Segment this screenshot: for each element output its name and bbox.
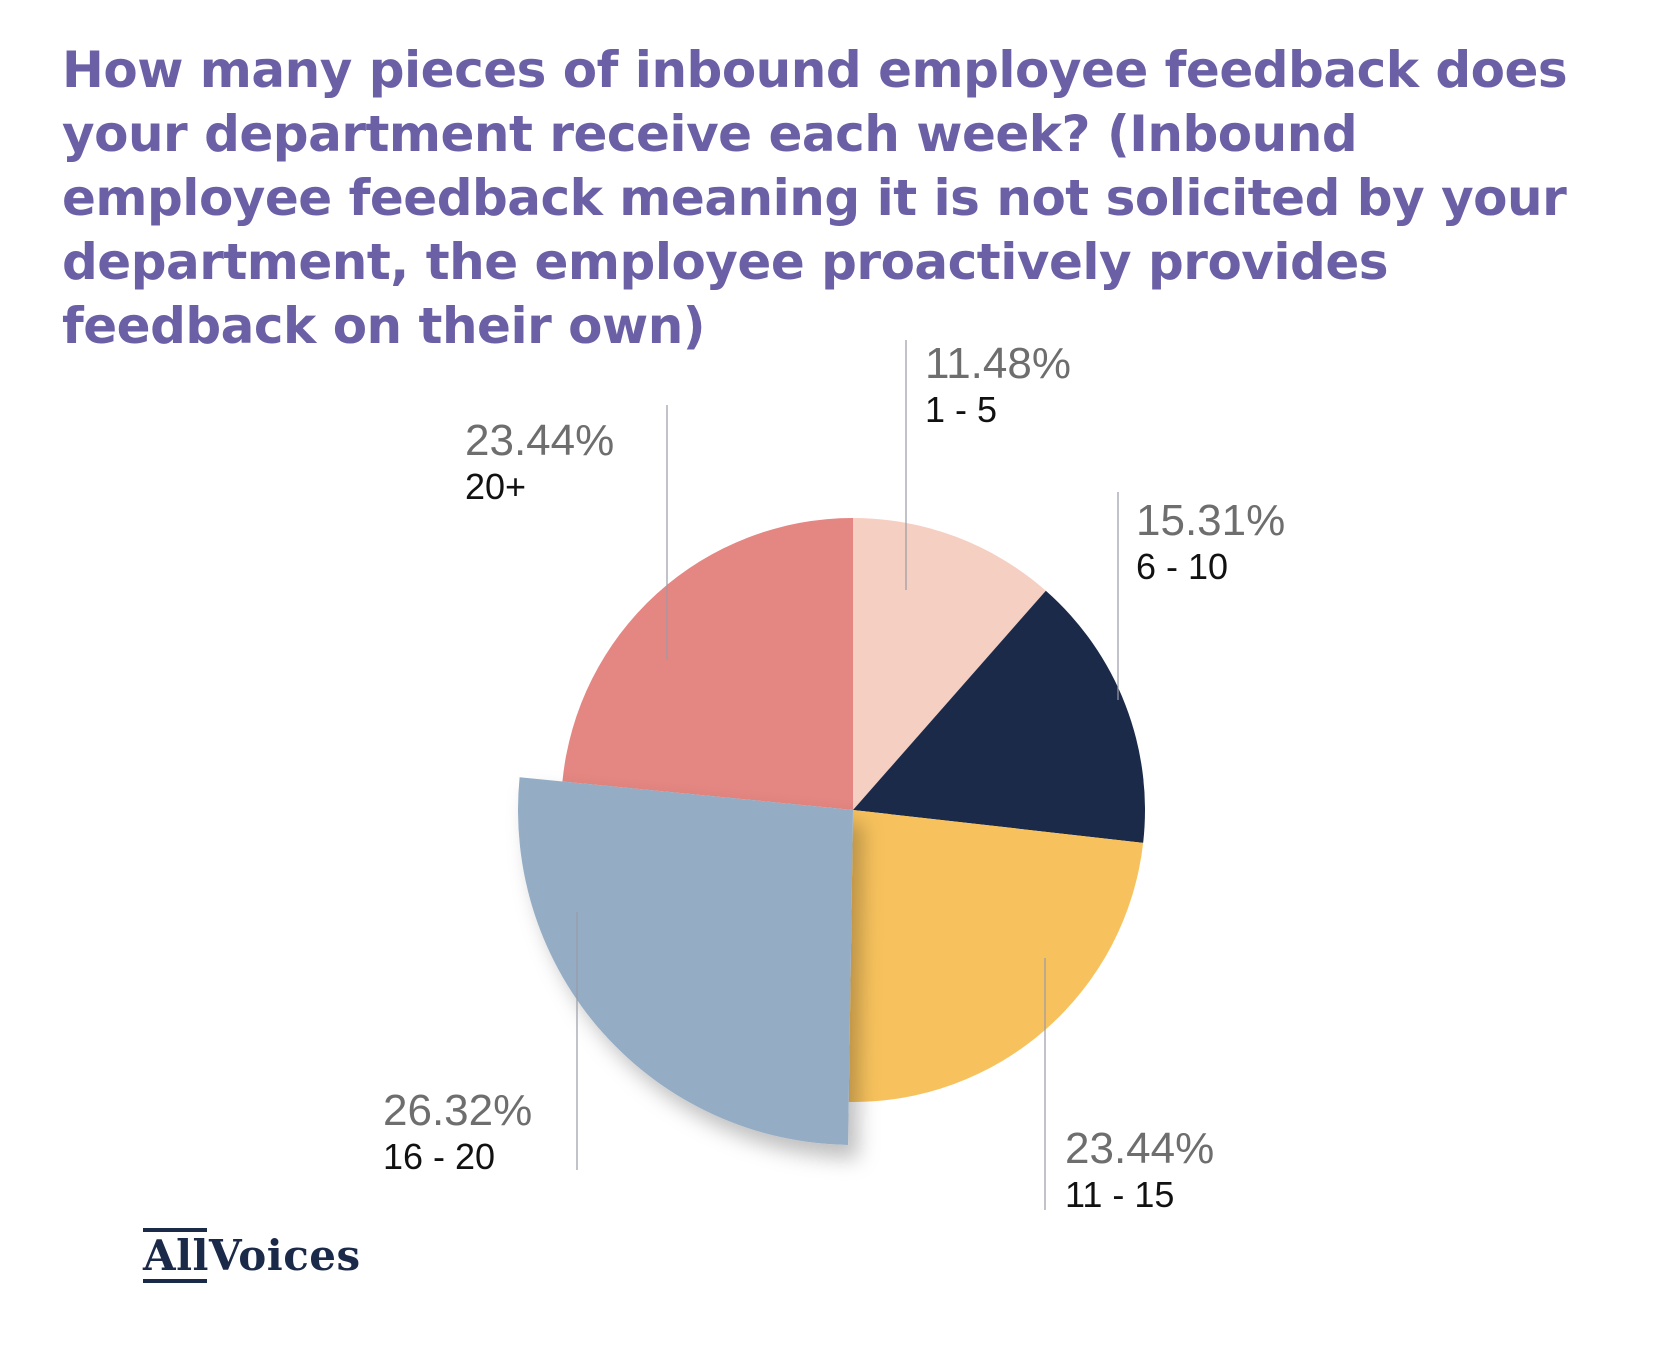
pie-slice-20 (562, 518, 853, 810)
pie-slices (517, 518, 1145, 1145)
slice-category-label: 1 - 5 (925, 389, 997, 430)
pie-slice-16-20 (517, 777, 853, 1145)
logo-rule-top (143, 1228, 207, 1232)
slice-category-label: 16 - 20 (383, 1136, 495, 1177)
logo-text: AllVoices (143, 1231, 361, 1280)
slice-category-label: 11 - 15 (1065, 1174, 1174, 1215)
allvoices-logo: AllVoices (143, 1226, 361, 1286)
pie-slice-6-10 (853, 590, 1145, 843)
chart-title: How many pieces of inbound employee feed… (62, 41, 1568, 355)
slice-category-label: 6 - 10 (1136, 546, 1228, 587)
slice-percent-label: 23.44% (1065, 1124, 1214, 1173)
slice-percent-label: 11.48% (925, 339, 1071, 388)
logo-rule-bottom (143, 1279, 207, 1283)
slice-percent-label: 23.44% (465, 416, 614, 465)
slice-percent-label: 26.32% (383, 1086, 532, 1135)
slice-percent-label: 15.31% (1136, 496, 1285, 545)
pie-slice-11-15 (848, 810, 1144, 1103)
pie-slice-1-5 (853, 518, 1046, 810)
slice-category-label: 20+ (465, 466, 526, 507)
